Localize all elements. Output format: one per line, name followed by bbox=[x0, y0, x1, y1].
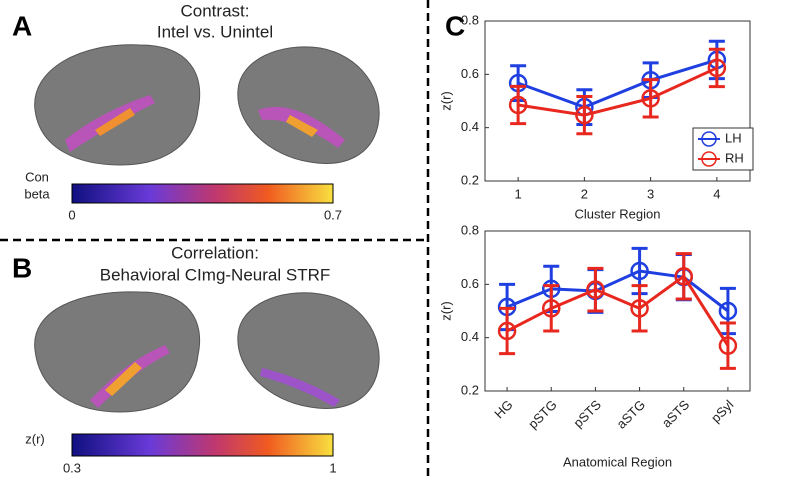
x-tick-label: aSTS bbox=[659, 397, 693, 431]
point bbox=[575, 105, 594, 125]
error-bar bbox=[708, 47, 725, 89]
point bbox=[630, 299, 649, 318]
error-bar bbox=[642, 78, 659, 119]
panel-letter: A bbox=[12, 10, 32, 41]
y-tick-label: 0.8 bbox=[461, 12, 479, 27]
legend-label: RH bbox=[725, 150, 744, 165]
y-tick-label: 0.6 bbox=[461, 276, 479, 291]
point bbox=[718, 301, 738, 321]
colorbar-label: beta bbox=[24, 186, 50, 201]
error-bar bbox=[510, 84, 527, 126]
point bbox=[718, 336, 738, 355]
y-axis-label: z(r) bbox=[438, 301, 453, 321]
y-tick-label: 0.2 bbox=[461, 172, 479, 187]
legend-marker bbox=[701, 151, 717, 167]
colorbar-tick: 0 bbox=[68, 207, 75, 222]
point bbox=[508, 95, 528, 115]
point bbox=[586, 280, 605, 299]
colorbar bbox=[71, 433, 334, 457]
point bbox=[674, 267, 693, 286]
point bbox=[641, 89, 660, 108]
colorbar-tick: 0.7 bbox=[324, 207, 342, 222]
y-tick-label: 0.2 bbox=[461, 382, 479, 397]
panel-title: Contrast: bbox=[181, 1, 250, 20]
plot-frame bbox=[484, 20, 751, 182]
y-tick-label: 0.4 bbox=[461, 119, 479, 134]
colorbar-label: Con bbox=[25, 169, 49, 184]
error-bar bbox=[576, 94, 593, 136]
x-tick-label: 2 bbox=[581, 186, 588, 201]
error-bar bbox=[587, 266, 604, 313]
point bbox=[497, 321, 517, 341]
colorbar-tick: 1 bbox=[329, 460, 336, 475]
legend-marker bbox=[701, 131, 717, 147]
plot-frame bbox=[484, 230, 751, 392]
error-bar bbox=[499, 306, 516, 356]
brain-images bbox=[34, 291, 380, 413]
legend-label: LH bbox=[725, 130, 742, 145]
x-tick-label: aSTG bbox=[614, 397, 649, 432]
point bbox=[707, 58, 727, 78]
x-tick-label: pSTG bbox=[525, 397, 560, 432]
series-line bbox=[517, 58, 718, 109]
legend bbox=[692, 127, 754, 171]
y-axis-label: z(r) bbox=[438, 91, 453, 111]
x-tick-label: 1 bbox=[515, 186, 522, 201]
x-tick-label: pSTS bbox=[570, 397, 604, 431]
x-axis-label: Anatomical Region bbox=[563, 454, 672, 469]
x-tick-label: 4 bbox=[713, 186, 720, 201]
x-axis-label: Cluster Region bbox=[575, 206, 661, 221]
error-bar bbox=[719, 321, 736, 370]
panel-letter: B bbox=[12, 252, 32, 283]
error-bar bbox=[675, 252, 692, 301]
colorbar bbox=[71, 183, 334, 204]
error-bar bbox=[631, 284, 648, 333]
colorbar-label: z(r) bbox=[25, 431, 45, 446]
x-tick-label: HG bbox=[491, 397, 515, 421]
panel-title: Intel vs. Unintel bbox=[157, 22, 273, 41]
panel-title: Correlation: bbox=[171, 243, 259, 262]
panel-title: Behavioral CImg-Neural STRF bbox=[100, 265, 331, 284]
x-tick-label: 3 bbox=[647, 186, 654, 201]
colorbar-tick: 0.3 bbox=[63, 460, 81, 475]
error-bar bbox=[543, 284, 560, 333]
series-line bbox=[517, 66, 718, 117]
y-tick-label: 0.8 bbox=[461, 222, 479, 237]
y-tick-label: 0.6 bbox=[461, 66, 479, 81]
y-tick-label: 0.4 bbox=[461, 329, 479, 344]
panel-letter: C bbox=[445, 10, 465, 41]
x-tick-label: pSyl bbox=[708, 397, 737, 426]
point bbox=[630, 261, 649, 281]
brain-images bbox=[34, 44, 380, 166]
point bbox=[542, 299, 561, 318]
